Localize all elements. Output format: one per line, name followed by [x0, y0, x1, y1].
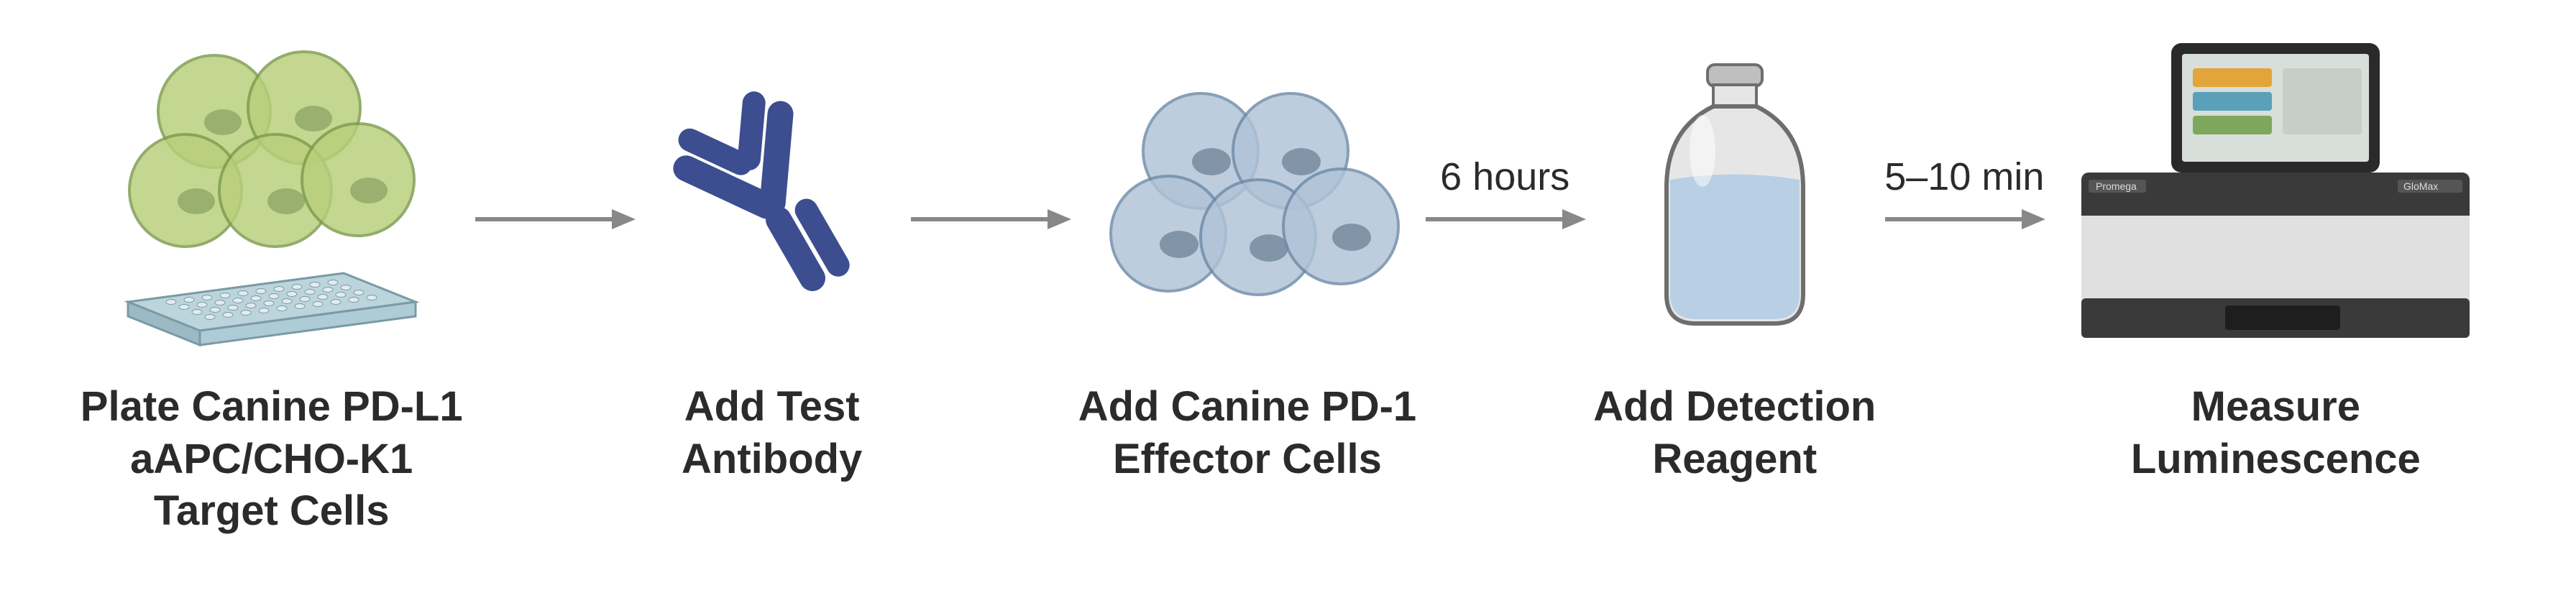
step-label: Add Detection Reagent — [1593, 381, 1876, 485]
arrow-3: 6 hours — [1416, 29, 1593, 359]
arrow-label: 5–10 min — [1884, 155, 2044, 199]
workflow-diagram: Plate Canine PD-L1 aAPC/CHO-K1 Target Ce… — [0, 0, 2576, 611]
arrow-2 — [902, 29, 1078, 359]
reagent-bottle-illustration — [1634, 29, 1835, 359]
arrow-icon — [907, 205, 1073, 234]
glomax-instrument-illustration: Promega GloMax — [2053, 29, 2498, 359]
blue-cells-illustration — [1082, 29, 1413, 359]
step-add-effector-cells: Add Canine PD-1 Effector Cells — [1078, 29, 1417, 485]
arrow-icon — [472, 205, 637, 234]
arrow-4: 5–10 min — [1876, 29, 2053, 359]
step-label: Add Canine PD-1 Effector Cells — [1078, 381, 1417, 485]
step-label: Add Test Antibody — [682, 381, 862, 485]
antibody-illustration — [643, 29, 902, 359]
step-measure-luminescence: Promega GloMax Measure Luminescence — [2053, 29, 2498, 485]
step-label: Plate Canine PD-L1 aAPC/CHO-K1 Target Ce… — [81, 381, 463, 538]
step-add-antibody: Add Test Antibody — [643, 29, 902, 485]
arrow-label: 6 hours — [1440, 155, 1569, 199]
arrow-1 — [466, 29, 643, 359]
step-add-reagent: Add Detection Reagent — [1593, 29, 1876, 485]
svg-text:GloMax: GloMax — [2403, 180, 2438, 192]
green-cells-plate-illustration — [78, 29, 466, 359]
step-label: Measure Luminescence — [2131, 381, 2421, 485]
svg-text:Promega: Promega — [2096, 180, 2137, 192]
arrow-icon — [1881, 205, 2047, 234]
arrow-icon — [1422, 205, 1587, 234]
step-plate-target-cells: Plate Canine PD-L1 aAPC/CHO-K1 Target Ce… — [78, 29, 466, 538]
